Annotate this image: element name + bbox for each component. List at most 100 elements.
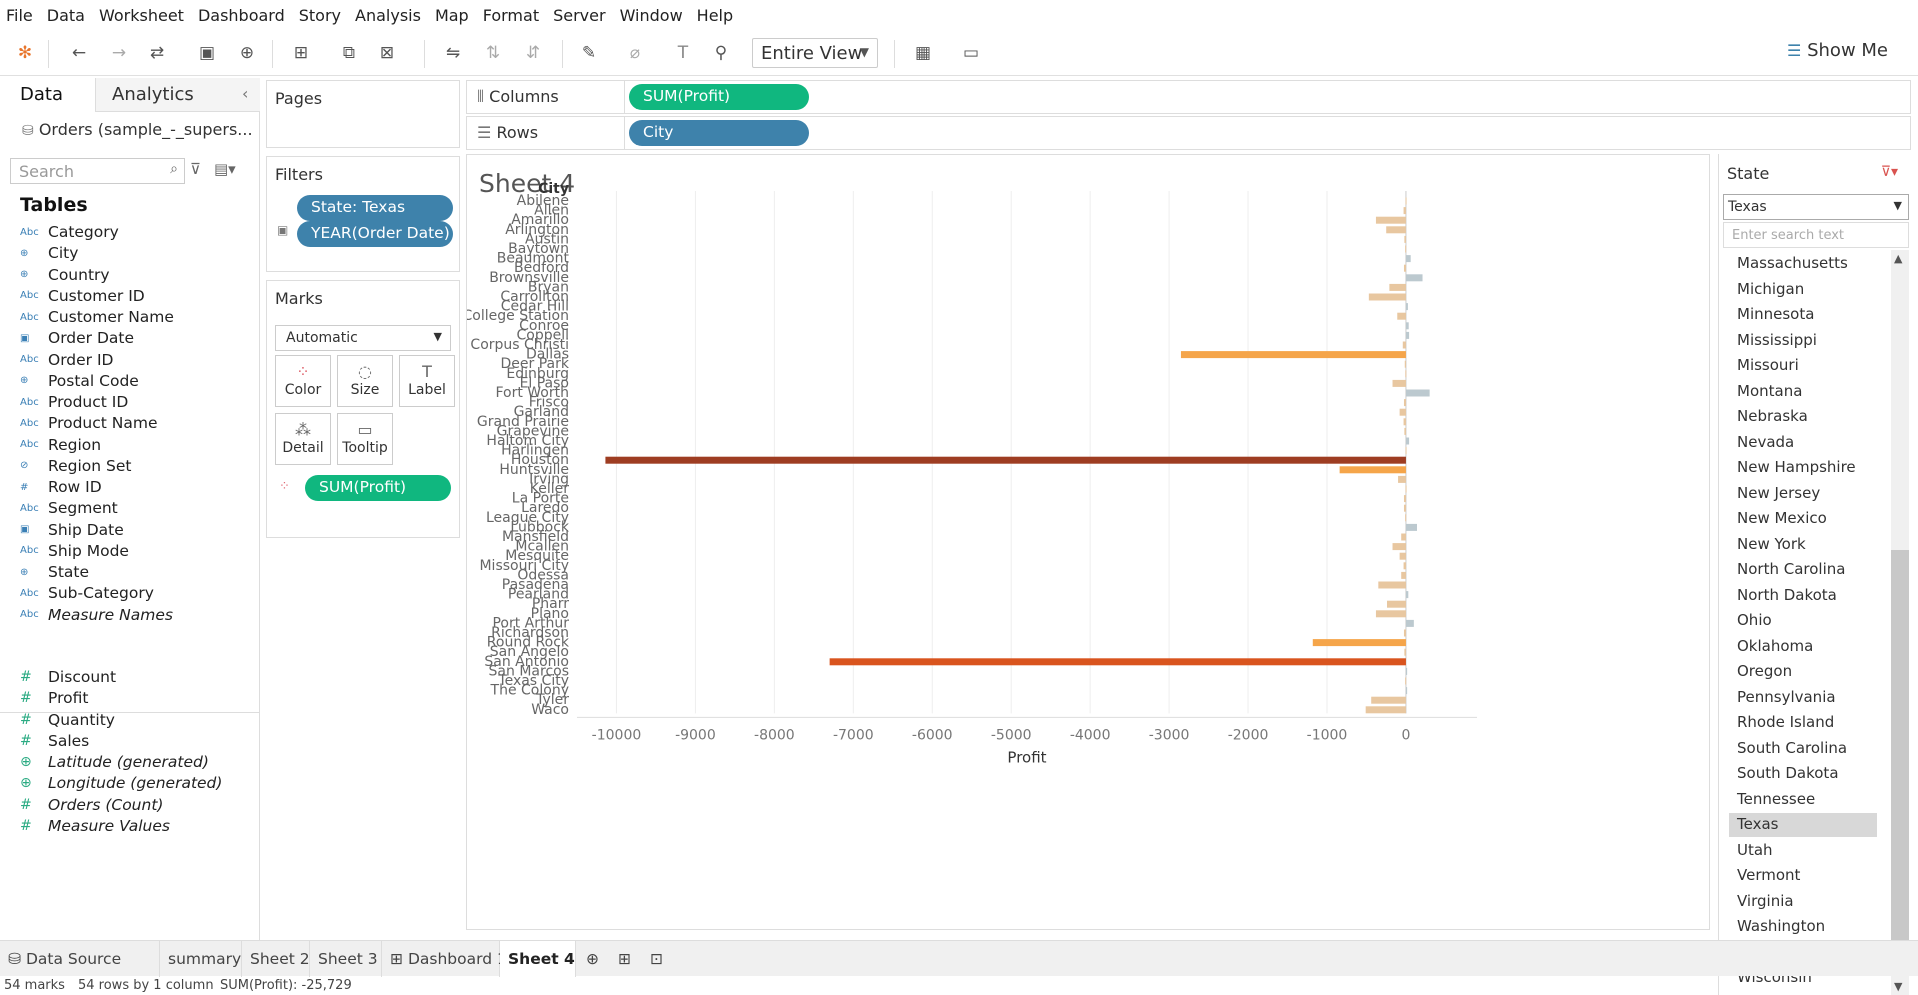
city-label[interactable]: Bedford xyxy=(514,260,569,276)
rows-shelf[interactable]: ☰ Rows City xyxy=(466,116,1911,150)
field-measure[interactable]: ⊕ Longitude (generated) xyxy=(20,771,222,795)
state-list-item[interactable]: Minnesota xyxy=(1737,305,1815,323)
profit-bar[interactable] xyxy=(1405,514,1407,522)
menu-file[interactable]: File xyxy=(6,5,33,25)
city-label[interactable]: Allen xyxy=(534,203,569,219)
profit-bar[interactable] xyxy=(1180,351,1406,359)
new-datasource-icon[interactable]: ⊕ xyxy=(239,43,255,63)
profit-bar[interactable] xyxy=(1405,389,1430,397)
clear-sheet-icon[interactable]: ⊠ xyxy=(379,43,395,63)
city-label[interactable]: Austin xyxy=(525,231,569,247)
profit-bar[interactable] xyxy=(1404,427,1406,435)
city-label[interactable]: Beaumont xyxy=(497,251,570,267)
mark-type-dropdown[interactable]: Automatic ▼ xyxy=(275,325,451,351)
collapse-pane-icon[interactable]: ‹ xyxy=(242,84,249,103)
city-label[interactable]: Deer Park xyxy=(501,356,570,372)
field-search-input[interactable]: Search ⌕ xyxy=(10,158,185,184)
field-dimension[interactable]: # Row ID xyxy=(20,475,102,499)
profit-bar[interactable] xyxy=(1405,370,1407,378)
save-icon[interactable]: ▣ xyxy=(198,43,216,63)
field-dimension[interactable]: Abc Customer Name xyxy=(20,305,174,329)
field-measure[interactable]: ⊕ Latitude (generated) xyxy=(20,750,209,774)
city-label[interactable]: Mesquite xyxy=(505,548,569,564)
field-dimension[interactable]: ▣ Order Date xyxy=(20,326,134,350)
state-list-item[interactable]: Rhode Island xyxy=(1737,713,1835,731)
profit-bar[interactable] xyxy=(1405,197,1407,205)
city-label[interactable]: Lubbock xyxy=(510,519,569,535)
profit-bar[interactable] xyxy=(1405,245,1407,253)
field-dimension[interactable]: Abc Order ID xyxy=(20,348,113,372)
city-label[interactable]: Texas City xyxy=(497,673,569,689)
menu-analysis[interactable]: Analysis xyxy=(355,5,421,25)
profit-bar[interactable] xyxy=(1405,591,1409,599)
field-measure[interactable]: # Quantity xyxy=(20,708,115,732)
presentation-mode-icon[interactable]: ▭ xyxy=(962,43,980,63)
city-label[interactable]: Dallas xyxy=(526,347,569,363)
menu-worksheet[interactable]: Worksheet xyxy=(98,5,184,25)
field-dimension[interactable]: Abc Measure Names xyxy=(20,603,173,627)
replay-icon[interactable]: ⇄ xyxy=(149,43,165,63)
profit-bar[interactable] xyxy=(1401,571,1406,579)
city-label[interactable]: Baytown xyxy=(508,241,569,257)
filter-pill-year[interactable]: YEAR(Order Date) xyxy=(297,221,453,247)
city-label[interactable]: Houston xyxy=(511,452,569,468)
city-label[interactable]: Mcallen xyxy=(515,539,569,555)
profit-bar[interactable] xyxy=(1403,495,1406,503)
state-list-item[interactable]: Pennsylvania xyxy=(1737,687,1836,706)
city-label[interactable]: Tyler xyxy=(535,692,569,708)
marks-size-button[interactable]: ◌ Size xyxy=(337,355,393,407)
profit-bar[interactable] xyxy=(1392,379,1406,387)
city-label[interactable]: Brownsville xyxy=(489,270,569,286)
profit-bar[interactable] xyxy=(1405,667,1408,675)
profit-bar[interactable] xyxy=(1405,523,1417,531)
city-label[interactable]: Huntsville xyxy=(499,462,569,478)
city-label[interactable]: San Marcos xyxy=(489,663,569,679)
datasource-name[interactable]: ⛁ Orders (sample_-_supers... xyxy=(22,120,253,139)
profit-bar[interactable] xyxy=(1365,706,1406,714)
state-list-scrollbar[interactable]: ▲ ▼ xyxy=(1891,250,1909,995)
state-list-item[interactable]: New Mexico xyxy=(1737,509,1827,527)
state-list-item[interactable]: New York xyxy=(1737,534,1806,553)
profit-bar[interactable] xyxy=(1405,677,1407,685)
city-label[interactable]: The Colony xyxy=(490,683,569,699)
marks-pill-profit[interactable]: SUM(Profit) xyxy=(305,475,451,501)
profit-bar[interactable] xyxy=(1392,543,1406,551)
field-dimension[interactable]: ▣ Ship Date xyxy=(20,518,124,542)
profit-bar[interactable] xyxy=(1375,216,1406,224)
state-filter-dropdown[interactable]: Texas ▼ xyxy=(1723,194,1909,220)
filter-fields-icon[interactable]: ⊽ xyxy=(190,160,201,178)
field-measure[interactable]: # Profit xyxy=(20,686,88,710)
profit-bar[interactable] xyxy=(1398,475,1406,483)
menu-data[interactable]: Data xyxy=(46,5,85,25)
state-list-item[interactable]: Utah xyxy=(1737,840,1773,859)
profit-bar[interactable] xyxy=(829,658,1406,666)
city-label[interactable]: Missouri City xyxy=(479,558,569,574)
profit-bar[interactable] xyxy=(1401,533,1406,541)
city-label[interactable]: Grand Prairie xyxy=(477,414,569,430)
tab-sheet-3[interactable]: Sheet 3 xyxy=(310,941,382,977)
profit-bar[interactable] xyxy=(1378,581,1406,589)
field-dimension[interactable]: Abc Category xyxy=(20,220,119,244)
scroll-up-icon[interactable]: ▲ xyxy=(1894,252,1903,265)
city-label[interactable]: College Station xyxy=(467,308,569,324)
tab-data[interactable]: Data xyxy=(0,78,96,112)
field-dimension[interactable]: ⊕ Country xyxy=(20,263,110,287)
state-list-item[interactable]: Vermont xyxy=(1737,866,1801,884)
city-label[interactable]: Frisco xyxy=(529,395,569,411)
field-measure[interactable]: # Measure Values xyxy=(20,814,170,838)
marks-label-button[interactable]: T Label xyxy=(399,355,455,407)
state-list-item[interactable]: Missouri xyxy=(1737,356,1799,374)
state-list-item[interactable]: Massachusetts xyxy=(1737,254,1848,272)
state-list-item[interactable]: South Carolina xyxy=(1737,738,1848,757)
field-dimension[interactable]: Abc Customer ID xyxy=(20,284,145,308)
city-label[interactable]: League City xyxy=(486,510,569,526)
state-list-item[interactable]: Texas xyxy=(1729,813,1877,837)
state-list-item[interactable]: Ohio xyxy=(1737,611,1772,629)
marks-tooltip-button[interactable]: ▭ Tooltip xyxy=(337,413,393,465)
city-label[interactable]: Irving xyxy=(529,471,569,487)
profit-bar[interactable] xyxy=(1405,447,1407,455)
field-dimension[interactable]: Abc Product Name xyxy=(20,411,158,435)
fit-dropdown[interactable]: Entire View ▼ xyxy=(752,38,878,68)
profit-bar[interactable] xyxy=(1403,418,1406,426)
group-members-icon[interactable]: ⌀ xyxy=(629,43,641,63)
